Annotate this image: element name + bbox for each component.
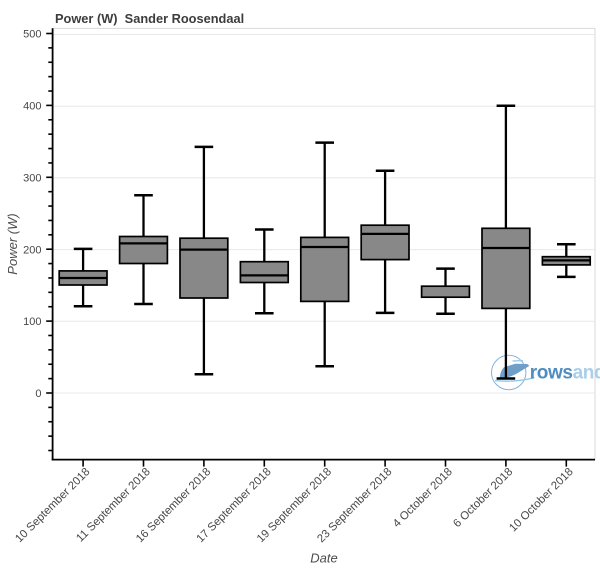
svg-text:Power (W) Sander Roosendaal: Power (W) Sander Roosendaal [55, 11, 244, 26]
svg-text:100: 100 [23, 316, 41, 328]
svg-text:0: 0 [35, 388, 41, 400]
svg-text:andall: andall [573, 362, 600, 383]
svg-text:rows: rows [530, 362, 573, 383]
svg-text:Power (W): Power (W) [5, 213, 20, 274]
svg-text:Date: Date [310, 550, 337, 565]
svg-text:500: 500 [23, 29, 41, 41]
svg-text:300: 300 [23, 172, 41, 184]
svg-text:400: 400 [23, 101, 41, 113]
svg-text:200: 200 [23, 244, 41, 256]
